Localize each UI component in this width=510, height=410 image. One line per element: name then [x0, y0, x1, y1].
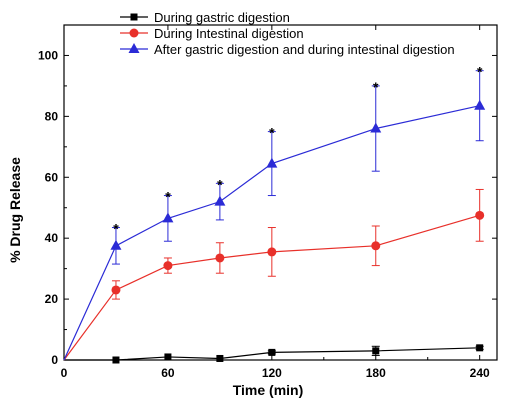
data-point [474, 99, 486, 110]
legend-entry-3: After gastric digestion and during intes… [120, 42, 455, 57]
y-tick-label: 0 [51, 353, 58, 367]
significance-annotations: * * * * * * [113, 64, 483, 237]
significance-star: * [373, 79, 379, 95]
data-point [475, 210, 485, 220]
y-tick-label: 40 [45, 231, 59, 245]
legend-marker [128, 43, 140, 53]
y-axis-title: % Drug Release [7, 157, 23, 263]
legend-label: During Intestinal digestion [154, 26, 304, 41]
data-point [371, 241, 381, 251]
x-axis-title: Time (min) [233, 382, 304, 398]
data-point [111, 285, 121, 295]
data-point [372, 347, 380, 355]
data-point [112, 356, 120, 364]
series-2 [63, 188, 485, 361]
data-point [216, 354, 224, 362]
data-point [163, 261, 173, 271]
data-point [215, 253, 225, 263]
x-tick-label: 180 [366, 366, 386, 380]
x-tick-label: 60 [161, 366, 175, 380]
legend-label: During gastric digestion [154, 10, 290, 25]
plot-frame [63, 24, 498, 361]
data-point [268, 348, 276, 356]
data-point [214, 195, 226, 206]
y-tick-label: 20 [45, 292, 59, 306]
significance-star: * [269, 125, 275, 141]
significance-star: * [113, 221, 119, 237]
data-point [267, 247, 277, 257]
y-tick-label: 80 [45, 109, 59, 123]
y-tick-label: 60 [45, 170, 59, 184]
data-point [164, 353, 172, 361]
x-tick-label: 240 [470, 366, 490, 380]
data-point [266, 157, 278, 168]
legend-entry-1: During gastric digestion [120, 10, 290, 25]
significance-star: * [165, 189, 171, 205]
legend-marker [129, 28, 139, 38]
data-point [110, 239, 122, 250]
x-tick-label: 0 [61, 366, 68, 380]
legend-marker [130, 13, 138, 21]
legend-entry-2: During Intestinal digestion [120, 26, 304, 41]
y-tick-label: 100 [38, 48, 58, 62]
data-point [476, 344, 484, 352]
data-point [162, 212, 174, 223]
plot-series [63, 70, 486, 364]
axes: 0 60 120 180 240 0 20 40 60 80 100 [38, 24, 498, 380]
series-3 [63, 70, 486, 361]
x-tick-label: 120 [262, 366, 282, 380]
data-point [370, 122, 382, 133]
series-1 [64, 344, 484, 364]
legend-label: After gastric digestion and during intes… [154, 42, 455, 57]
significance-star: * [477, 64, 483, 80]
significance-star: * [217, 176, 223, 192]
